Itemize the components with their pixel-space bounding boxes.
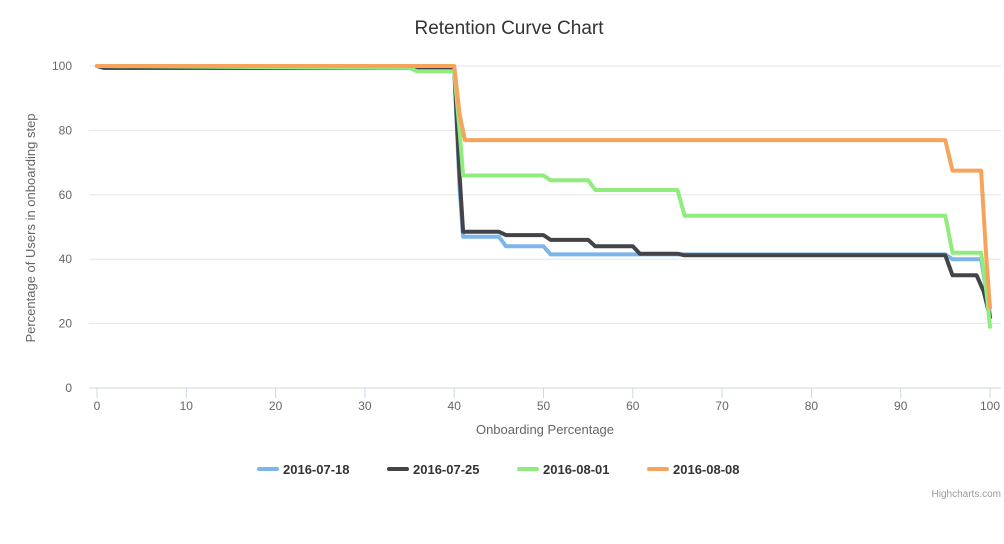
credits-link[interactable]: Highcharts.com [932,489,1001,500]
legend-item-2016-08-08[interactable]: 2016-08-08 [647,462,740,477]
x-tick-label: 90 [894,399,908,413]
series-line-2016-08-01[interactable] [95,64,992,329]
series-line-2016-07-18[interactable] [95,64,992,316]
x-axis-ticks: 0 10 20 30 40 50 60 70 80 90 100 [94,388,1000,413]
legend-label: 2016-07-18 [283,462,350,477]
y-tick-label: 20 [59,317,73,331]
y-axis-title: Percentage of Users in onboarding step [23,113,38,342]
legend-item-2016-08-01[interactable]: 2016-08-01 [517,462,610,477]
legend-item-2016-07-25[interactable]: 2016-07-25 [387,462,480,477]
series-line-2016-07-25[interactable] [95,64,992,320]
x-tick-label: 20 [269,399,283,413]
x-tick-label: 60 [626,399,640,413]
legend-label: 2016-07-25 [413,462,480,477]
y-tick-label: 40 [59,252,73,266]
x-tick-label: 40 [448,399,462,413]
x-tick-label: 70 [715,399,729,413]
x-axis-title: Onboarding Percentage [476,422,614,437]
x-tick-label: 10 [180,399,194,413]
gridlines [89,65,1001,325]
legend[interactable]: 2016-07-18 2016-07-25 2016-08-01 2016-08-08 [257,462,740,477]
x-tick-label: 0 [94,399,101,413]
y-tick-label: 100 [52,59,72,73]
y-axis-ticks: 0 20 40 60 80 100 [52,59,72,395]
legend-label: 2016-08-08 [673,462,740,477]
y-tick-label: 60 [59,188,73,202]
chart-title: Retention Curve Chart [414,18,604,39]
x-tick-label: 30 [358,399,372,413]
legend-item-2016-07-18[interactable]: 2016-07-18 [257,462,350,477]
x-tick-label: 100 [980,399,1000,413]
series-line-2016-08-08[interactable] [95,64,992,310]
y-tick-label: 0 [65,381,72,395]
series-lines [95,64,992,329]
y-tick-label: 80 [59,123,73,137]
legend-label: 2016-08-01 [543,462,610,477]
x-tick-label: 80 [805,399,819,413]
x-tick-label: 50 [537,399,551,413]
